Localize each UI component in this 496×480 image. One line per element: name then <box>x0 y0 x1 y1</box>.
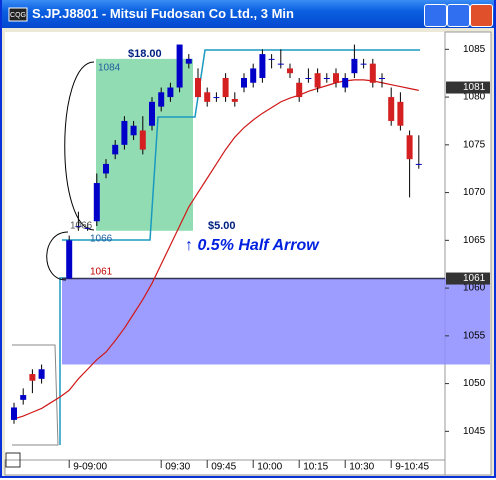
candle-body <box>351 58 358 74</box>
plot-area <box>5 32 445 460</box>
candle-body <box>130 125 137 136</box>
corner-box <box>5 452 21 468</box>
x-tick-label: 10:15 <box>303 462 328 473</box>
bracket <box>64 61 95 231</box>
x-tick-label: 9-10:45 <box>395 462 429 473</box>
candle-body <box>397 101 404 126</box>
candle-body <box>93 183 100 222</box>
candle-body <box>296 82 303 98</box>
maximize-button[interactable] <box>447 4 470 27</box>
x-tick-label: 09:45 <box>211 462 236 473</box>
x-tick-label: 10:30 <box>349 462 374 473</box>
annotation: 1084 <box>98 63 121 74</box>
y-tick-label: 1085 <box>463 44 486 55</box>
stop-line <box>62 49 420 241</box>
candle-body <box>149 101 155 126</box>
y-tick-label: 1065 <box>463 235 486 246</box>
candle-body <box>415 163 422 165</box>
candle-body <box>204 92 211 102</box>
candle-body <box>360 63 367 65</box>
x-tick-label: 09:30 <box>165 462 190 473</box>
candle-body <box>259 54 266 78</box>
y-tick-label: 1060 <box>463 283 486 294</box>
candle-body <box>84 227 91 229</box>
annotation: $5.00 <box>208 220 236 232</box>
candle-body <box>185 58 192 64</box>
annotation: ↑ 0.5% Half Arrow <box>185 237 320 254</box>
x-tick-label: 10:00 <box>257 462 282 473</box>
time-axis <box>4 459 446 476</box>
candle-body <box>158 92 165 107</box>
price-marker <box>446 272 490 285</box>
candle-body <box>369 63 376 83</box>
candle-body <box>314 73 321 88</box>
y-tick-label: 1050 <box>463 378 486 389</box>
x-tick-label: 9-09:00 <box>73 462 107 473</box>
price-marker-label: 1061 <box>463 273 486 284</box>
candle-body <box>250 68 257 83</box>
title-bar: CQG S.JP.J8801 - Mitsui Fudosan Co Ltd.,… <box>2 0 494 28</box>
candle-body <box>75 226 82 228</box>
candle-body <box>29 374 36 381</box>
candle-body <box>379 77 385 79</box>
price-marker <box>446 81 490 94</box>
annotation: $18.00 <box>128 48 162 60</box>
candle-body <box>323 77 330 79</box>
candle-body <box>112 144 119 155</box>
close-button[interactable] <box>470 4 493 27</box>
candle-body <box>342 77 349 88</box>
annotation: 1066 <box>70 221 93 232</box>
candle-body <box>139 130 146 150</box>
annotation: 1066 <box>90 234 113 245</box>
svg-text:CQG: CQG <box>10 12 26 19</box>
y-tick-label: 1080 <box>463 92 486 103</box>
candle-body <box>287 68 293 74</box>
candle-body <box>388 97 395 121</box>
candle-body <box>176 44 183 88</box>
candle-body <box>20 395 27 400</box>
window-title: S.JP.J8801 - Mitsui Fudosan Co Ltd., 3 M… <box>32 6 294 21</box>
candle-body <box>213 97 220 99</box>
bracket <box>46 231 69 281</box>
candle-body <box>11 407 17 420</box>
candle-body <box>268 58 275 60</box>
candle-body <box>222 77 229 98</box>
candle-body <box>241 77 247 88</box>
candle-body <box>231 98 238 102</box>
stop-line <box>12 344 59 446</box>
candle-body <box>103 163 109 174</box>
candle-body <box>277 63 284 65</box>
candle-body <box>167 87 174 98</box>
y-tick-label: 1075 <box>463 139 486 150</box>
app-icon: CQG <box>8 7 28 22</box>
candle-body <box>195 77 201 98</box>
candle-body <box>305 77 312 79</box>
candle-body <box>121 120 128 145</box>
moving-average <box>13 79 419 420</box>
y-tick-label: 1055 <box>463 330 486 341</box>
price-axis <box>444 31 492 476</box>
zone <box>62 278 490 365</box>
candle-body <box>66 240 73 279</box>
y-tick-label: 1045 <box>463 426 486 437</box>
y-tick-label: 1070 <box>463 187 486 198</box>
candle-body <box>406 135 413 160</box>
candle-body <box>333 73 339 83</box>
candle-body <box>38 369 45 379</box>
annotation: 1061 <box>90 267 113 278</box>
price-marker-label: 1081 <box>463 82 486 93</box>
minimize-button[interactable] <box>424 4 447 27</box>
